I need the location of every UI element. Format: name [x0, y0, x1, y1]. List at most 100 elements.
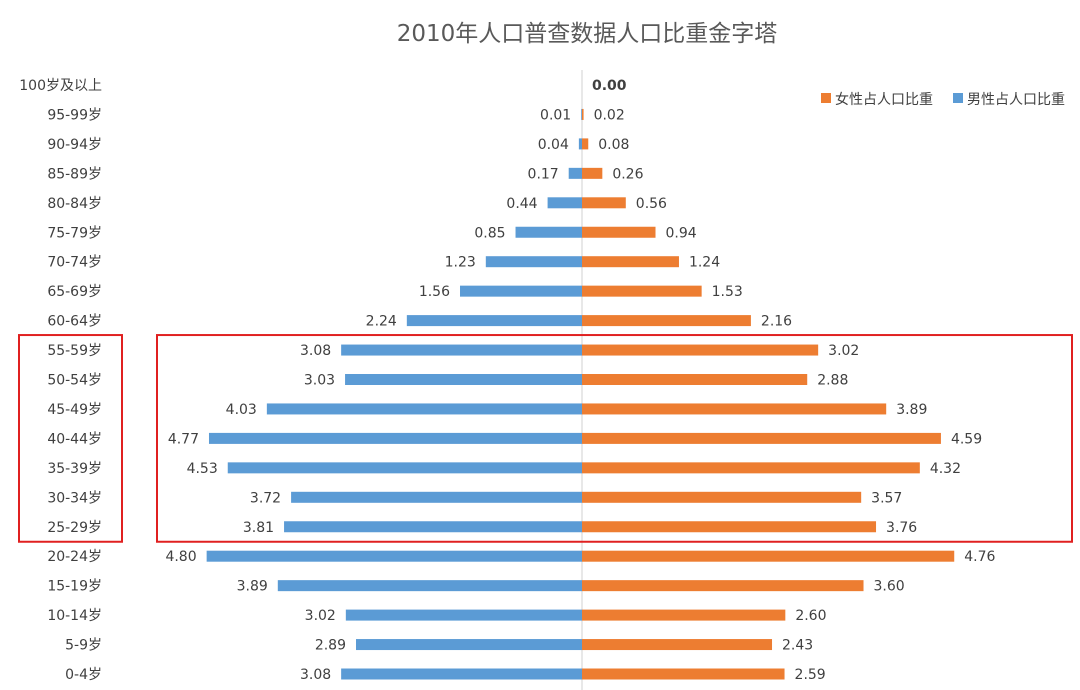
category-label: 0-4岁 — [65, 667, 102, 683]
male-bar — [341, 344, 582, 356]
male-bar — [547, 197, 582, 209]
female-bar — [582, 138, 589, 150]
male-value-label: 0.04 — [538, 137, 569, 153]
male-value-label: 3.08 — [300, 667, 331, 683]
male-bar — [460, 285, 582, 297]
female-bar — [582, 315, 751, 327]
category-label: 75-79岁 — [47, 225, 102, 241]
female-bar — [582, 491, 862, 503]
female-value-label: 2.60 — [795, 608, 826, 624]
female-value-label: 0.56 — [636, 196, 667, 212]
female-value-label: 1.53 — [712, 284, 743, 300]
male-bar — [485, 256, 582, 268]
male-bar — [578, 138, 582, 150]
category-label: 40-44岁 — [47, 431, 102, 447]
category-label: 45-49岁 — [47, 402, 102, 418]
highlight-box-bars — [156, 334, 1073, 543]
female-value-label: 4.76 — [964, 549, 995, 565]
labels-group: 100岁及以上 0.00 95-99岁 0.01 0.02 90-94岁 0.04 0.08 8… — [19, 78, 995, 683]
bars-group — [206, 108, 955, 680]
male-value-label: 0.44 — [506, 196, 537, 212]
male-value-label: 2.89 — [315, 638, 346, 654]
male-value-label: 3.81 — [243, 520, 274, 536]
category-label: 65-69岁 — [47, 284, 102, 300]
male-value-label: 3.08 — [300, 343, 331, 359]
legend-label-female: 女性占人口比重 — [835, 91, 933, 108]
female-value-label: 0.00 — [592, 78, 627, 94]
female-bar — [582, 108, 584, 120]
legend-label-male: 男性占人口比重 — [967, 92, 1065, 108]
female-value-label: 3.89 — [896, 402, 927, 418]
female-value-label: 3.57 — [871, 490, 902, 506]
female-value-label: 3.60 — [874, 579, 905, 595]
male-value-label: 2.24 — [366, 314, 397, 330]
male-value-label: 3.03 — [304, 373, 335, 389]
female-bar — [582, 403, 887, 415]
category-label: 25-29岁 — [47, 520, 102, 536]
legend-swatch-female — [821, 93, 831, 103]
female-bar — [582, 285, 702, 297]
male-value-label: 3.89 — [237, 579, 268, 595]
male-value-label: 4.80 — [165, 549, 196, 565]
male-bar — [406, 315, 582, 327]
female-value-label: 0.26 — [612, 166, 643, 182]
female-bar — [582, 432, 941, 444]
male-bar — [277, 580, 582, 592]
legend: 女性占人口比重 男性占人口比重 — [821, 91, 1065, 108]
category-label: 95-99岁 — [47, 107, 102, 123]
female-bar — [582, 521, 877, 533]
male-value-label: 4.53 — [187, 461, 218, 477]
female-value-label: 2.88 — [817, 373, 848, 389]
category-label: 15-19岁 — [47, 579, 102, 595]
female-bar — [582, 462, 920, 474]
male-bar — [206, 550, 582, 562]
category-label: 85-89岁 — [47, 166, 102, 182]
category-label: 55-59岁 — [47, 343, 102, 359]
highlight-box-labels — [18, 334, 123, 543]
male-value-label: 1.56 — [419, 284, 450, 300]
category-label: 20-24岁 — [47, 549, 102, 565]
male-bar — [227, 462, 582, 474]
male-bar — [266, 403, 582, 415]
male-bar — [284, 521, 582, 533]
highlight-group — [18, 334, 1073, 543]
male-value-label: 0.01 — [540, 107, 571, 123]
female-value-label: 3.02 — [828, 343, 859, 359]
female-bar — [582, 256, 679, 268]
category-label: 60-64岁 — [47, 314, 102, 330]
category-label: 90-94岁 — [47, 137, 102, 153]
female-bar — [582, 226, 656, 238]
category-label: 70-74岁 — [47, 255, 102, 271]
female-value-label: 4.32 — [930, 461, 961, 477]
female-bar — [582, 668, 785, 680]
female-bar — [582, 639, 773, 651]
male-bar — [208, 432, 582, 444]
male-value-label: 0.17 — [528, 166, 559, 182]
category-label: 30-34岁 — [47, 490, 102, 506]
female-value-label: 2.59 — [795, 667, 826, 683]
male-bar — [291, 491, 582, 503]
male-bar — [581, 108, 582, 120]
male-bar — [515, 226, 582, 238]
male-value-label: 4.77 — [168, 431, 199, 447]
male-value-label: 3.02 — [305, 608, 336, 624]
male-bar — [345, 609, 582, 621]
female-value-label: 0.08 — [598, 137, 629, 153]
male-value-label: 3.72 — [250, 490, 281, 506]
category-label: 5-9岁 — [65, 638, 102, 654]
female-bar — [582, 197, 626, 209]
female-bar — [582, 580, 864, 592]
female-value-label: 3.76 — [886, 520, 917, 536]
female-value-label: 2.43 — [782, 638, 813, 654]
female-value-label: 2.16 — [761, 314, 792, 330]
male-bar — [568, 167, 582, 179]
male-value-label: 0.85 — [474, 225, 505, 241]
legend-swatch-male — [953, 93, 963, 103]
female-bar — [582, 374, 808, 385]
category-label: 80-84岁 — [47, 196, 102, 212]
category-label: 10-14岁 — [47, 608, 102, 624]
female-bar — [582, 550, 955, 562]
category-label: 100岁及以上 — [19, 78, 102, 94]
male-bar — [345, 374, 582, 385]
male-value-label: 4.03 — [226, 402, 257, 418]
